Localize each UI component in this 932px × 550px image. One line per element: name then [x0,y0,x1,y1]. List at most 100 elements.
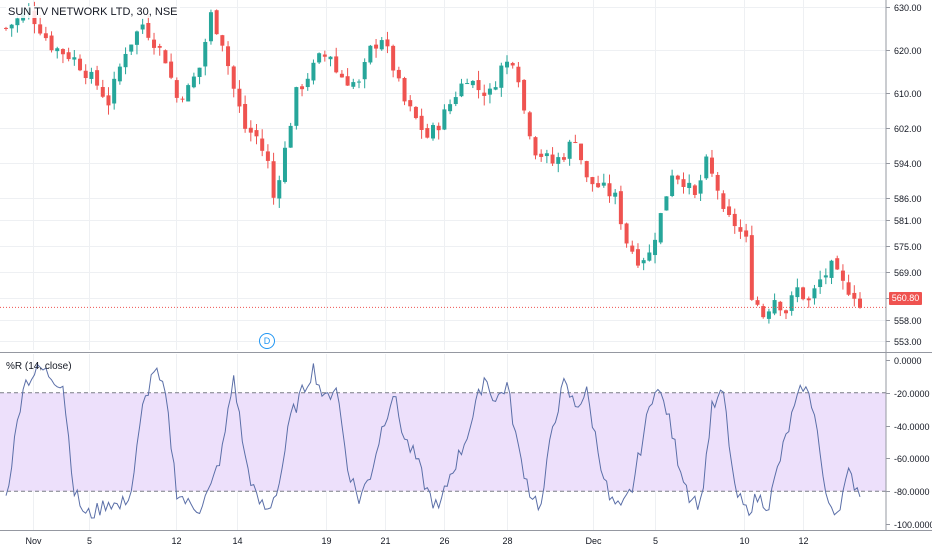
candle-body [78,58,83,71]
price-tick-label: 610.00 [894,89,922,99]
candle-body [248,127,253,133]
candle-body [214,10,219,35]
price-tick-label: 558.00 [894,316,922,326]
time-tick-label: 12 [171,536,181,546]
candle-body [647,252,652,261]
candle-body [493,87,498,90]
candle-body [544,153,549,157]
candle-body [624,223,629,244]
candle-body [772,300,777,314]
candles [4,1,862,324]
candle-body [356,81,361,83]
candle-body [152,39,157,48]
price-tick-label: 553.00 [894,337,922,347]
candle-body [442,109,447,130]
candle-body [237,88,242,107]
candle-body [379,40,384,50]
candle-body [231,66,236,89]
candle-body [368,45,373,63]
time-tick-label: 12 [798,536,808,546]
candle-body [265,151,270,161]
candle-body [818,279,823,288]
wr-line [5,363,861,519]
candle-body [653,239,658,256]
candle-body [806,298,811,301]
wr-tick-label: -100.0000 [894,520,932,530]
candle-body [550,154,555,164]
time-tick-label: 5 [653,536,658,546]
candle-body [146,22,151,38]
wr-tick-label: -20.0000 [894,389,930,399]
candle-body [692,185,697,195]
dividend-event-marker[interactable]: D [259,333,275,349]
candle-body [140,24,145,30]
candle-body [487,88,492,95]
candle-body [294,87,299,126]
candle-body [134,31,139,45]
time-tick-label: 19 [321,536,331,546]
candle-body [43,33,48,39]
candle-body [402,78,407,102]
candle-body [635,249,640,266]
candle-body [9,24,14,29]
candle-body [431,125,435,139]
candle-body [72,57,77,60]
candle-body [203,41,208,67]
candle-body [670,175,675,196]
candle-body [715,174,720,191]
candle-body [738,227,743,232]
candle-body [277,180,282,199]
candle-body [317,53,322,63]
candle-body [761,306,766,318]
candle-body [749,235,754,300]
candle-body [567,141,572,159]
candle-body [129,44,134,52]
candle-body [4,27,8,29]
wr-tick-label: -40.0000 [894,422,930,432]
time-tick-label: Nov [25,536,42,546]
candle-body [590,177,595,185]
candle-body [539,153,544,157]
time-tick-label: 5 [87,536,92,546]
candle-body [573,141,578,143]
candle-body [362,62,367,80]
symbol-title[interactable]: SUN TV NETWORK LTD, 30, NSE [6,6,180,18]
candle-body [419,115,424,130]
candle-body [732,213,737,227]
time-tick-label: Dec [585,536,602,546]
wr-band-fill [0,392,886,492]
candle-body [516,66,521,83]
indicator-title[interactable]: %R (14, close) [6,361,72,372]
candle-body [510,63,515,66]
wr-axis-labels[interactable]: 0.0000 -20.0000 -40.0000 -60.0000 -80.0000 -1… [894,356,932,530]
candle-body [112,78,117,104]
candle-body [89,71,94,79]
time-axis-labels[interactable]: Nov 5 12 14 19 21 26 28 Dec 5 10 12 [25,536,808,546]
wr-grid [886,360,890,525]
candle-body [288,125,293,148]
candle-body [470,80,475,86]
candle-body [328,56,333,60]
candle-body [66,52,71,60]
candle-body [254,130,259,137]
axes [0,0,932,531]
candle-body [396,69,401,79]
candle-body [482,92,487,96]
candle-body [282,147,287,182]
candle-body [271,161,276,198]
candle-body [425,128,430,138]
candle-body [812,288,817,299]
candle-body [789,295,794,311]
candle-body [613,192,618,197]
candle-body [351,82,356,87]
price-tick-label: 620.00 [894,46,922,56]
time-tick-label: 14 [232,536,242,546]
candle-body [83,70,88,79]
candle-body [658,213,663,243]
candle-body [527,112,532,137]
candle-body [681,179,686,187]
candle-body [499,65,504,88]
time-tick-label: 21 [380,536,390,546]
candle-body [339,73,344,78]
